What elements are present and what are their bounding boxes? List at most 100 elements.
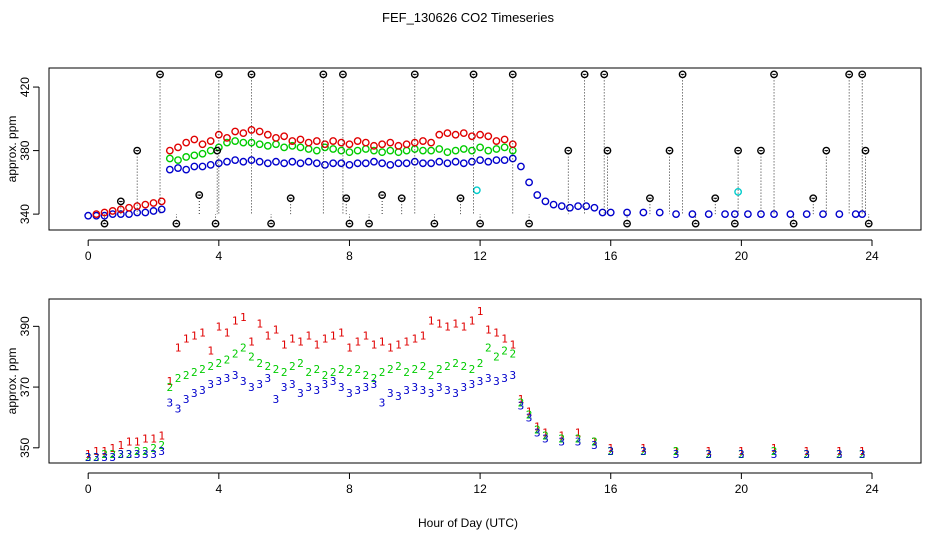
data-point bbox=[312, 159, 321, 168]
data-point bbox=[280, 143, 289, 152]
data-point: 2 bbox=[509, 348, 516, 361]
data-point bbox=[92, 210, 101, 219]
data-point bbox=[459, 159, 468, 168]
data-point: 3 bbox=[191, 387, 198, 400]
data-point: 2 bbox=[526, 408, 533, 421]
data-point: 2 bbox=[134, 445, 141, 458]
data-point bbox=[386, 146, 395, 155]
data-point bbox=[345, 140, 354, 149]
data-point: 1 bbox=[371, 339, 378, 352]
data-point bbox=[402, 159, 411, 168]
data-point: 1 bbox=[281, 339, 288, 352]
data-point: 2 bbox=[705, 448, 712, 461]
data-point: 3 bbox=[126, 448, 133, 461]
data-point: 1 bbox=[362, 329, 369, 342]
data-point: 1 bbox=[859, 445, 866, 458]
data-point: 1 bbox=[232, 314, 239, 327]
data-point: 1 bbox=[273, 323, 280, 336]
data-point: 1 bbox=[109, 442, 116, 455]
data-point bbox=[337, 138, 346, 147]
data-point: 3 bbox=[534, 427, 541, 440]
data-point: 1 bbox=[607, 442, 614, 455]
data-point: 2 bbox=[354, 363, 361, 376]
data-point bbox=[296, 135, 305, 144]
data-point bbox=[353, 137, 362, 145]
data-point: 1 bbox=[93, 445, 100, 458]
data-point bbox=[133, 208, 142, 217]
data-point bbox=[149, 207, 158, 215]
data-point bbox=[476, 156, 485, 165]
data-point bbox=[845, 70, 854, 79]
data-point bbox=[198, 162, 207, 171]
data-point bbox=[451, 146, 460, 155]
data-point bbox=[378, 191, 387, 199]
data-point bbox=[263, 159, 272, 168]
data-point: 1 bbox=[265, 329, 272, 342]
chart-title: FEF_130626 CO2 Timeseries bbox=[382, 10, 554, 25]
y-tick-label: 390 bbox=[18, 316, 32, 336]
data-point bbox=[770, 210, 778, 219]
data-point bbox=[190, 162, 199, 171]
data-point bbox=[165, 165, 174, 174]
data-point: 3 bbox=[338, 381, 345, 394]
data-point: 2 bbox=[183, 369, 190, 382]
data-point: 2 bbox=[322, 369, 329, 382]
y-tick-label: 420 bbox=[18, 77, 32, 97]
data-point: 1 bbox=[224, 326, 231, 339]
series-2: 3 3 3 3 3 3 3 3 3 33 33 3 3 3 3 3 3 3 3 3 333 33 3 3 3 3 3 3 3 3 333 3 3… bbox=[85, 369, 866, 464]
data-point bbox=[564, 146, 573, 155]
data-point: 3 bbox=[248, 381, 255, 394]
data-point bbox=[272, 140, 280, 149]
data-point bbox=[280, 132, 289, 141]
data-point: 1 bbox=[199, 326, 206, 339]
data-point bbox=[721, 210, 729, 219]
data-point: 3 bbox=[265, 372, 272, 385]
data-point: 3 bbox=[420, 384, 427, 397]
data-point bbox=[517, 162, 525, 171]
data-point bbox=[345, 148, 354, 157]
data-point: 2 bbox=[346, 366, 353, 379]
data-point: 3 bbox=[542, 433, 549, 446]
data-point bbox=[239, 157, 248, 166]
data-point bbox=[802, 210, 811, 219]
data-point: 1 bbox=[403, 336, 410, 349]
data-point: 1 bbox=[509, 339, 516, 352]
data-point bbox=[864, 219, 873, 228]
x-tick-label: 12 bbox=[473, 249, 487, 263]
data-point: 2 bbox=[281, 366, 288, 379]
data-point: 1 bbox=[167, 375, 174, 388]
data-point bbox=[484, 157, 493, 166]
data-point: 3 bbox=[109, 451, 116, 464]
data-point bbox=[156, 70, 164, 79]
data-point bbox=[370, 157, 378, 166]
data-point: 3 bbox=[330, 375, 337, 388]
data-point: 3 bbox=[518, 399, 525, 412]
data-point bbox=[819, 210, 827, 219]
data-point bbox=[272, 157, 280, 166]
data-point bbox=[410, 70, 419, 79]
data-point: 3 bbox=[313, 384, 320, 397]
data-point: 1 bbox=[518, 393, 525, 406]
data-point: 3 bbox=[444, 384, 451, 397]
data-point: 1 bbox=[771, 442, 778, 455]
data-point: 2 bbox=[460, 360, 467, 373]
data-point: 2 bbox=[420, 360, 427, 373]
plot-frame-top bbox=[48, 67, 922, 231]
data-point bbox=[386, 160, 395, 169]
data-point bbox=[100, 208, 109, 217]
data-point bbox=[646, 194, 654, 203]
data-point: 3 bbox=[232, 369, 239, 382]
data-point bbox=[272, 133, 280, 142]
data-point: 3 bbox=[607, 445, 614, 458]
data-point: 2 bbox=[199, 363, 206, 376]
data-point: 2 bbox=[436, 363, 443, 376]
data-point: 2 bbox=[395, 360, 402, 373]
data-point: 2 bbox=[248, 351, 255, 364]
data-point: 3 bbox=[738, 448, 745, 461]
data-point bbox=[296, 159, 305, 168]
data-point: 3 bbox=[199, 384, 206, 397]
data-point: 2 bbox=[289, 360, 296, 373]
data-point bbox=[312, 137, 321, 145]
data-point bbox=[639, 208, 648, 217]
data-point bbox=[786, 210, 795, 219]
